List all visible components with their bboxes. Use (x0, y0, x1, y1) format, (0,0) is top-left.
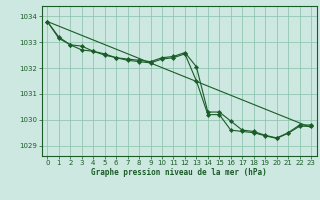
X-axis label: Graphe pression niveau de la mer (hPa): Graphe pression niveau de la mer (hPa) (91, 168, 267, 177)
